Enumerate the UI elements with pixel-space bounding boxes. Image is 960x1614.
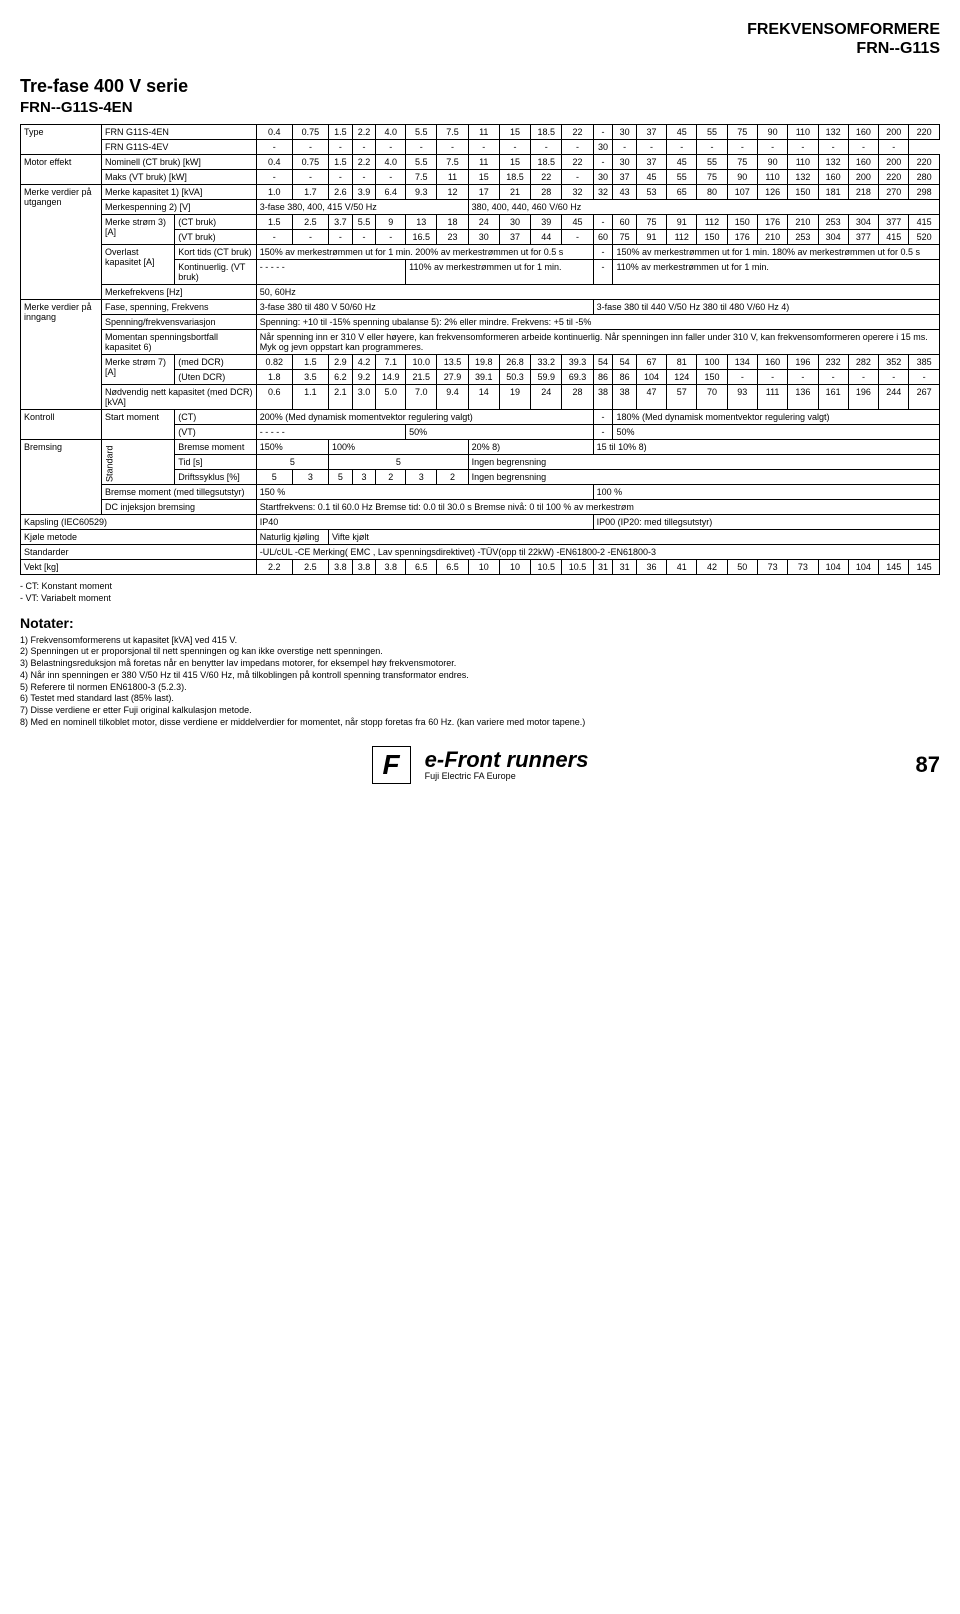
notes-heading: Notater:	[20, 615, 940, 631]
page-subtitle: FRN--G11S-4EN	[20, 99, 940, 116]
note-item: 2) Spenningen ut er proporsjonal til net…	[20, 646, 940, 658]
merke-strom7: Merke strøm 7) [A]	[101, 355, 174, 385]
dc-injeksjon: DC injeksjon bremsing	[101, 500, 256, 515]
note-item: 3) Belastningsreduksjon må foretas når e…	[20, 658, 940, 670]
header-line1: FREKVENSOMFORMERE	[20, 20, 940, 39]
logo-sub: Fuji Electric FA Europe	[425, 771, 589, 781]
standarder: Standarder	[21, 545, 257, 560]
bremse-moment-tilleg: Bremse moment (med tillegsutstyr)	[101, 485, 256, 500]
note-item: 6) Testet med standard last (85% last).	[20, 693, 940, 705]
overlast: Overlast kapasitet [A]	[101, 245, 174, 285]
kjolemetode: Kjøle metode	[21, 530, 257, 545]
start-moment: Start moment	[101, 410, 174, 440]
note-item: 7) Disse verdiene er etter Fuji original…	[20, 705, 940, 717]
footer-logo: F e-Front runners Fuji Electric FA Europ…	[20, 746, 940, 784]
vt-note: - VT: Variabelt moment	[20, 593, 940, 605]
sp-fr-var: Spenning/frekvensvariasjon	[101, 315, 256, 330]
momentan: Momentan spenningsbortfall kapasitet 6)	[101, 330, 256, 355]
nom-ct: Nominell (CT bruk) [kW]	[101, 155, 256, 170]
logo-icon: F	[372, 746, 411, 784]
note-item: 5) Referere til normen EN61800-3 (5.2.3)…	[20, 682, 940, 694]
type-4en: FRN G11S-4EN	[101, 125, 256, 140]
col-type: Type	[21, 125, 102, 155]
page-number: 87	[916, 752, 940, 778]
fase-sp-fr: Fase, spenning, Frekvens	[101, 300, 256, 315]
page-title: Tre-fase 400 V serie	[20, 76, 940, 97]
kapsling: Kapsling (IEC60529)	[21, 515, 257, 530]
ct-note: - CT: Konstant moment	[20, 581, 940, 593]
maks-vt: Maks (VT bruk) [kW]	[101, 170, 256, 185]
nett-kap: Nødvendig nett kapasitet (med DCR) [kVA]	[101, 385, 256, 410]
note-item: 8) Med en nominell tilkoblet motor, diss…	[20, 717, 940, 729]
merkefrekvens: Merkefrekvens [Hz]	[101, 285, 256, 300]
type-4ev: FRN G11S-4EV	[101, 140, 256, 155]
standard-rot: Standard	[101, 440, 174, 485]
col-out: Merke verdier på utgangen	[21, 185, 102, 300]
col-motoreffekt: Motor effekt	[21, 155, 102, 185]
col-kontroll: Kontroll	[21, 410, 102, 440]
col-in: Merke verdier på inngang	[21, 300, 102, 410]
note-item: 1) Frekvensomformerens ut kapasitet [kVA…	[20, 635, 940, 647]
col-bremsing: Bremsing	[21, 440, 102, 515]
merke-strom3: Merke strøm 3) [A]	[101, 215, 174, 245]
merke-sp: Merkespenning 2) [V]	[101, 200, 256, 215]
note-item: 4) Når inn spenningen er 380 V/50 Hz til…	[20, 670, 940, 682]
vekt: Vekt [kg]	[21, 560, 257, 575]
logo-main: e-Front runners	[425, 749, 589, 771]
merke-kap: Merke kapasitet 1) [kVA]	[101, 185, 256, 200]
notes-list: 1) Frekvensomformerens ut kapasitet [kVA…	[20, 635, 940, 729]
spec-table: TypeFRN G11S-4EN0.40.751.52.24.05.57.511…	[20, 124, 940, 575]
header-line2: FRN--G11S	[20, 39, 940, 58]
